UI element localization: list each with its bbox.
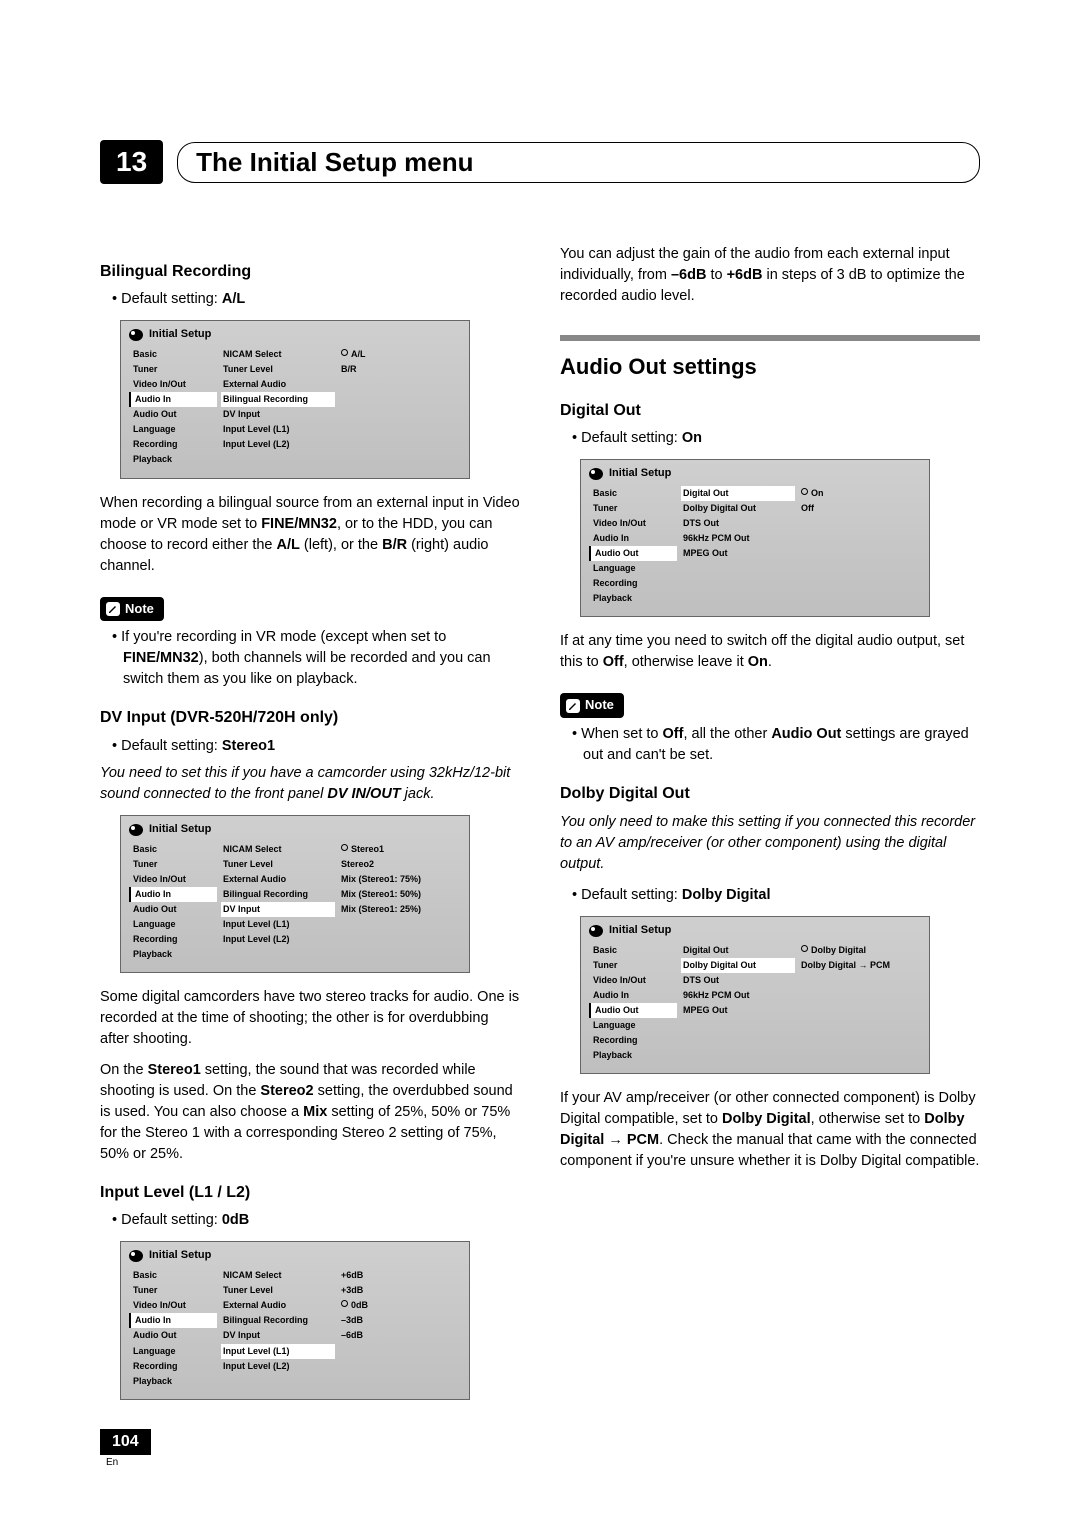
right-column: You can adjust the gain of the audio fro… <box>560 244 980 1414</box>
note-badge: Note <box>100 597 164 622</box>
italic-dvinput: You need to set this if you have a camco… <box>100 763 520 805</box>
pencil-icon <box>106 602 120 616</box>
heading-digitalout: Digital Out <box>560 399 980 422</box>
default-inputlevel: Default setting: 0dB <box>112 1210 520 1231</box>
italic-dolby: You only need to make this setting if yo… <box>560 812 980 875</box>
chapter-number: 13 <box>100 140 163 184</box>
heading-bilingual: Bilingual Recording <box>100 260 520 283</box>
screenshot-inputlevel: Initial SetupBasicTunerVideo In/OutAudio… <box>120 1241 470 1399</box>
note-bilingual: If you're recording in VR mode (except w… <box>112 627 520 690</box>
default-dolby: Default setting: Dolby Digital <box>572 885 980 906</box>
screenshot-dvinput: Initial SetupBasicTunerVideo In/OutAudio… <box>120 815 470 973</box>
chapter-title: The Initial Setup menu <box>177 142 980 183</box>
text-dolby: If your AV amp/receiver (or other connec… <box>560 1088 980 1172</box>
default-bilingual: Default setting: A/L <box>112 289 520 310</box>
text-dvinput-1: Some digital camcorders have two stereo … <box>100 987 520 1050</box>
section-audio-out: Audio Out settings <box>560 335 980 383</box>
screenshot-digitalout: Initial SetupBasicTunerVideo In/OutAudio… <box>580 459 930 617</box>
heading-dolby: Dolby Digital Out <box>560 782 980 805</box>
note-digitalout: When set to Off, all the other Audio Out… <box>572 724 980 766</box>
chapter-header: 13 The Initial Setup menu <box>100 140 980 184</box>
text-gain: You can adjust the gain of the audio fro… <box>560 244 980 307</box>
page-footer: 104 En <box>100 1429 151 1468</box>
page-lang: En <box>100 1457 151 1468</box>
text-digitalout: If at any time you need to switch off th… <box>560 631 980 673</box>
page-number: 104 <box>100 1429 151 1455</box>
note-badge-2: Note <box>560 693 624 718</box>
text-dvinput-2: On the Stereo1 setting, the sound that w… <box>100 1060 520 1165</box>
heading-dvinput: DV Input (DVR-520H/720H only) <box>100 706 520 729</box>
default-dvinput: Default setting: Stereo1 <box>112 736 520 757</box>
screenshot-bilingual: Initial SetupBasicTunerVideo In/OutAudio… <box>120 320 470 478</box>
heading-inputlevel: Input Level (L1 / L2) <box>100 1181 520 1204</box>
text-bilingual: When recording a bilingual source from a… <box>100 493 520 577</box>
left-column: Bilingual Recording Default setting: A/L… <box>100 244 520 1414</box>
pencil-icon <box>566 699 580 713</box>
screenshot-dolby: Initial SetupBasicTunerVideo In/OutAudio… <box>580 916 930 1074</box>
default-digitalout: Default setting: On <box>572 428 980 449</box>
